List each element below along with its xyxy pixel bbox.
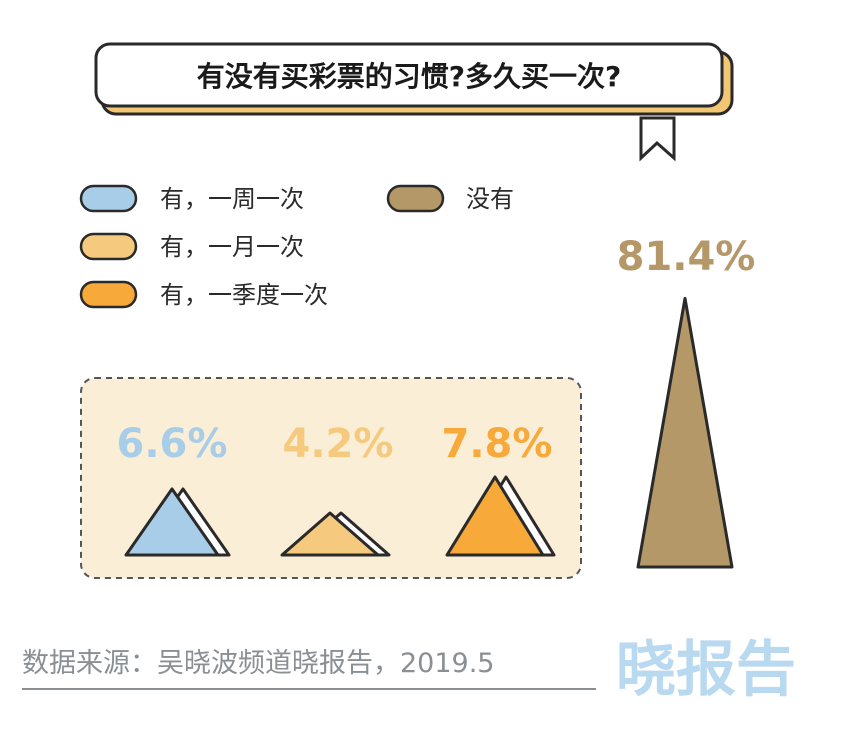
legend-swatch-monthly	[79, 232, 138, 261]
legend: 有，一周一次 有，一月一次 有，一季度一次 没有	[79, 184, 514, 309]
chart-title: 有没有买彩票的习惯?多久买一次?	[197, 60, 622, 93]
legend-item-weekly: 有，一周一次	[79, 184, 304, 213]
legend-swatch-quarterly	[79, 280, 138, 309]
legend-label-never: 没有	[466, 185, 514, 213]
bar-never	[636, 296, 734, 569]
data-label-never: 81.4%	[617, 234, 756, 280]
legend-swatch-never	[386, 184, 445, 213]
title-box	[94, 42, 724, 108]
footer: 数据来源：吴晓波频道晓报告，2019.5 晓报告	[22, 635, 796, 705]
legend-swatch-weekly	[79, 184, 138, 213]
data-labels: 6.6% 4.2% 7.8% 81.4%	[117, 234, 756, 467]
bar-quarterly	[445, 475, 545, 557]
bar-monthly	[280, 511, 380, 557]
legend-label-monthly: 有，一月一次	[160, 233, 304, 261]
legend-label-quarterly: 有，一季度一次	[160, 281, 328, 309]
marks	[124, 296, 734, 569]
legend-item-quarterly: 有，一季度一次	[79, 280, 328, 309]
data-label-weekly: 6.6%	[117, 421, 228, 467]
brand-logo: 晓报告	[616, 635, 796, 705]
title-banner: 有没有买彩票的习惯?多久买一次?	[94, 42, 734, 162]
bar-weekly	[124, 487, 220, 557]
legend-label-weekly: 有，一周一次	[160, 185, 304, 213]
source-note: 数据来源：吴晓波频道晓报告，2019.5	[22, 648, 494, 679]
ribbon-tail	[639, 116, 676, 162]
legend-item-never: 没有	[386, 184, 514, 213]
legend-item-monthly: 有，一月一次	[79, 232, 304, 261]
data-label-quarterly: 7.8%	[442, 421, 553, 467]
data-label-monthly: 4.2%	[283, 421, 394, 467]
